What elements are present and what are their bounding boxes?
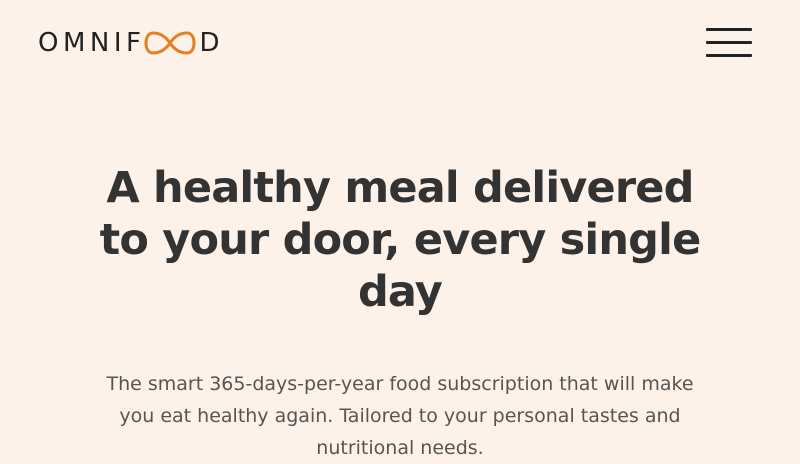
logo-suffix: D	[199, 28, 225, 58]
infinity-logo-icon	[144, 31, 196, 55]
hero-section: A healthy meal delivered to your door, e…	[0, 162, 800, 464]
hero-title: A healthy meal delivered to your door, e…	[99, 163, 702, 317]
omnifood-logo[interactable]: OMNIF D	[38, 27, 224, 59]
hero-description: The smart 365-days-per-year food subscri…	[106, 373, 694, 459]
logo-prefix: OMNIF	[38, 28, 146, 58]
hamburger-menu-icon[interactable]	[706, 28, 752, 58]
